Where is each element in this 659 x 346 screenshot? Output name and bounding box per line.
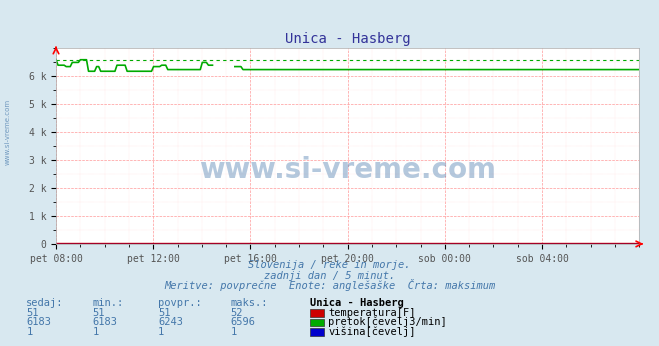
Text: www.si-vreme.com: www.si-vreme.com <box>5 98 11 165</box>
Text: sedaj:: sedaj: <box>26 298 64 308</box>
Text: min.:: min.: <box>92 298 123 308</box>
Text: povpr.:: povpr.: <box>158 298 202 308</box>
Text: 1: 1 <box>92 327 98 337</box>
Text: 51: 51 <box>26 308 39 318</box>
Text: www.si-vreme.com: www.si-vreme.com <box>199 156 496 184</box>
Title: Unica - Hasberg: Unica - Hasberg <box>285 32 411 46</box>
Text: Unica - Hasberg: Unica - Hasberg <box>310 298 403 308</box>
Text: 1: 1 <box>231 327 237 337</box>
Text: 6243: 6243 <box>158 317 183 327</box>
Text: 6183: 6183 <box>92 317 117 327</box>
Text: 1: 1 <box>158 327 164 337</box>
Text: 52: 52 <box>231 308 243 318</box>
Text: pretok[čevelj3/min]: pretok[čevelj3/min] <box>328 317 447 327</box>
Text: 6596: 6596 <box>231 317 256 327</box>
Text: temperatura[F]: temperatura[F] <box>328 308 416 318</box>
Text: zadnji dan / 5 minut.: zadnji dan / 5 minut. <box>264 271 395 281</box>
Text: 6183: 6183 <box>26 317 51 327</box>
Text: Slovenija / reke in morje.: Slovenija / reke in morje. <box>248 260 411 270</box>
Text: višina[čevelj]: višina[čevelj] <box>328 326 416 337</box>
Text: maks.:: maks.: <box>231 298 268 308</box>
Text: 51: 51 <box>92 308 105 318</box>
Text: Meritve: povprečne  Enote: anglešaške  Črta: maksimum: Meritve: povprečne Enote: anglešaške Črt… <box>164 279 495 291</box>
Text: 1: 1 <box>26 327 32 337</box>
Text: 51: 51 <box>158 308 171 318</box>
